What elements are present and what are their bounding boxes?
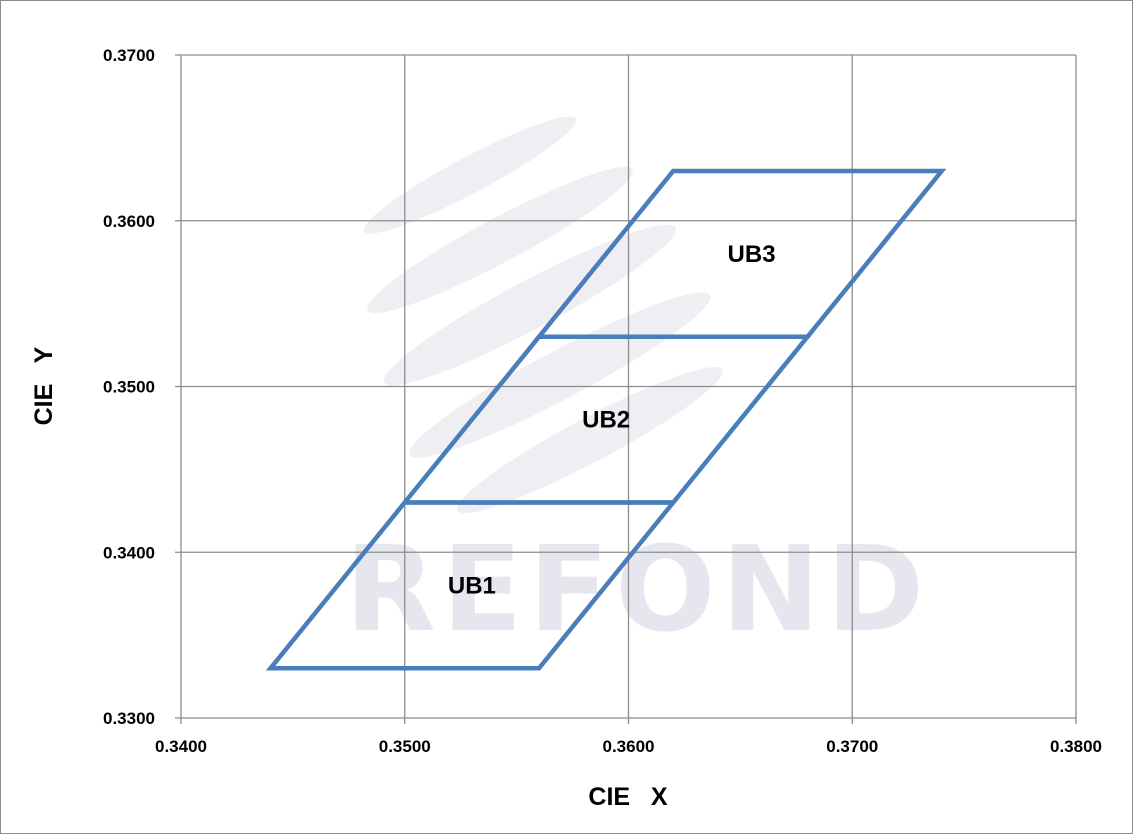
bin-label-ub1: UB1 <box>448 572 496 599</box>
plot-grid <box>175 54 1077 724</box>
x-tick-label: 0.3600 <box>603 737 655 756</box>
y-tick-label: 0.3600 <box>103 212 155 231</box>
watermark-swoosh <box>367 166 633 314</box>
x-axis-title: CIE X <box>588 783 668 811</box>
watermark-swoosh <box>409 292 711 458</box>
bin-region-ub3 <box>534 168 947 340</box>
y-tick-label: 0.3300 <box>103 709 155 728</box>
tick-labels: 0.3400 0.3500 0.3600 0.3700 0.38000.33000.34… <box>103 46 1102 756</box>
bin-regions: UB1 UB2 UB3 <box>265 168 947 671</box>
bin-label-ub3: UB3 <box>728 241 776 268</box>
bin-label-ub2: UB2 <box>582 407 630 434</box>
x-tick-label: 0.3500 <box>379 737 431 756</box>
x-tick-label: 0.3400 <box>155 737 207 756</box>
watermark-swoosh <box>383 224 677 386</box>
watermark-text: REFOND <box>345 520 930 658</box>
x-tick-label: 0.3700 <box>826 737 878 756</box>
y-tick-label: 0.3500 <box>103 378 155 397</box>
refond-watermark: REFOND <box>345 116 930 658</box>
y-axis-title: CIE Y <box>30 346 58 425</box>
watermark-swoosh <box>457 366 723 514</box>
y-tick-label: 0.3400 <box>103 543 155 562</box>
x-tick-label: 0.3800 <box>1050 737 1102 756</box>
watermark-swoosh <box>363 116 577 234</box>
y-tick-label: 0.3700 <box>103 46 155 65</box>
